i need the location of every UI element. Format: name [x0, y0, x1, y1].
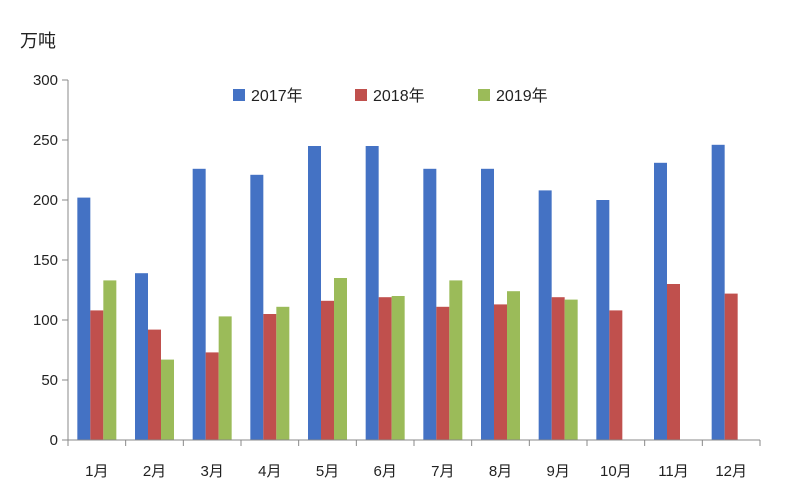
bar-2017年-1月: [77, 197, 91, 440]
bar-2019年-3月: [218, 316, 232, 440]
bar-2017年-4月: [250, 174, 264, 441]
bar-2019年-6月: [391, 296, 405, 440]
bar-2017年-8月: [481, 168, 494, 441]
bar-2018年-11月: [667, 284, 680, 440]
bar-2019年-5月: [334, 278, 347, 440]
bar-2019年-4月: [276, 306, 290, 440]
legend-label-2018年: 2018年: [373, 87, 425, 105]
bar-2017年-2月: [135, 273, 148, 440]
x-tick-label: 1月: [85, 463, 108, 480]
x-tick-label: 9月: [546, 463, 569, 480]
bar-2019年-9月: [564, 299, 578, 440]
legend-swatch-2017年: [233, 89, 245, 101]
bar-2018年-12月: [724, 293, 738, 440]
bar-2017年-9月: [538, 190, 552, 440]
bar-2017年-11月: [654, 162, 667, 441]
bar-2018年-1月: [90, 310, 104, 440]
bar-2018年-4月: [263, 314, 277, 440]
bar-2017年-7月: [423, 168, 437, 441]
x-tick-label: 6月: [373, 463, 396, 480]
legend-label-2019年: 2019年: [496, 87, 548, 105]
bar-2018年-5月: [321, 300, 334, 440]
x-tick-label: 12月: [715, 463, 747, 480]
bar-2018年-9月: [551, 297, 565, 440]
y-tick-label: 300: [33, 72, 58, 89]
bars: [77, 144, 738, 441]
y-tick-label: 200: [33, 192, 58, 209]
legend-swatch-2019年: [478, 89, 490, 101]
legend-label-2017年: 2017年: [251, 87, 303, 105]
y-tick-label: 100: [33, 312, 58, 329]
x-axis-ticks: 1月 2月 3月 4月 5月 6月 7月 8月 9月 10月 11月 12月: [67, 440, 761, 480]
bar-2017年-3月: [192, 168, 206, 441]
bar-2019年-7月: [449, 280, 463, 440]
bar-2017年-6月: [365, 146, 379, 440]
y-tick-label: 250: [33, 132, 58, 149]
bar-2018年-3月: [205, 352, 219, 440]
bar-2019年-2月: [161, 359, 174, 440]
x-tick-label: 7月: [431, 463, 454, 480]
bar-2018年-10月: [609, 310, 623, 440]
x-tick-label: 4月: [258, 463, 281, 480]
legend: 2017年 2018年 2019年: [233, 87, 548, 105]
x-tick-label: 5月: [316, 463, 339, 480]
bar-2017年-12月: [711, 144, 725, 441]
x-tick-label: 11月: [658, 463, 689, 480]
bar-2018年-7月: [436, 306, 450, 440]
bar-2017年-10月: [596, 200, 610, 440]
x-tick-label: 2月: [143, 463, 166, 480]
y-tick-label: 150: [33, 252, 58, 269]
y-axis-unit-label: 万吨: [20, 31, 56, 51]
legend-swatch-2018年: [355, 89, 367, 101]
bar-2018年-8月: [494, 304, 507, 440]
bar-2018年-2月: [148, 329, 161, 440]
x-tick-label: 3月: [200, 463, 223, 480]
bar-2019年-8月: [507, 291, 520, 440]
x-tick-label: 10月: [600, 463, 632, 480]
bar-2017年-5月: [308, 146, 321, 440]
bar-2018年-6月: [378, 297, 392, 440]
y-tick-label: 0: [50, 432, 58, 449]
bar-2019年-1月: [103, 280, 117, 440]
x-tick-label: 8月: [489, 463, 512, 480]
y-axis-ticks: 0 50 100 150 200 250 300: [33, 72, 68, 449]
y-tick-label: 50: [41, 372, 58, 389]
